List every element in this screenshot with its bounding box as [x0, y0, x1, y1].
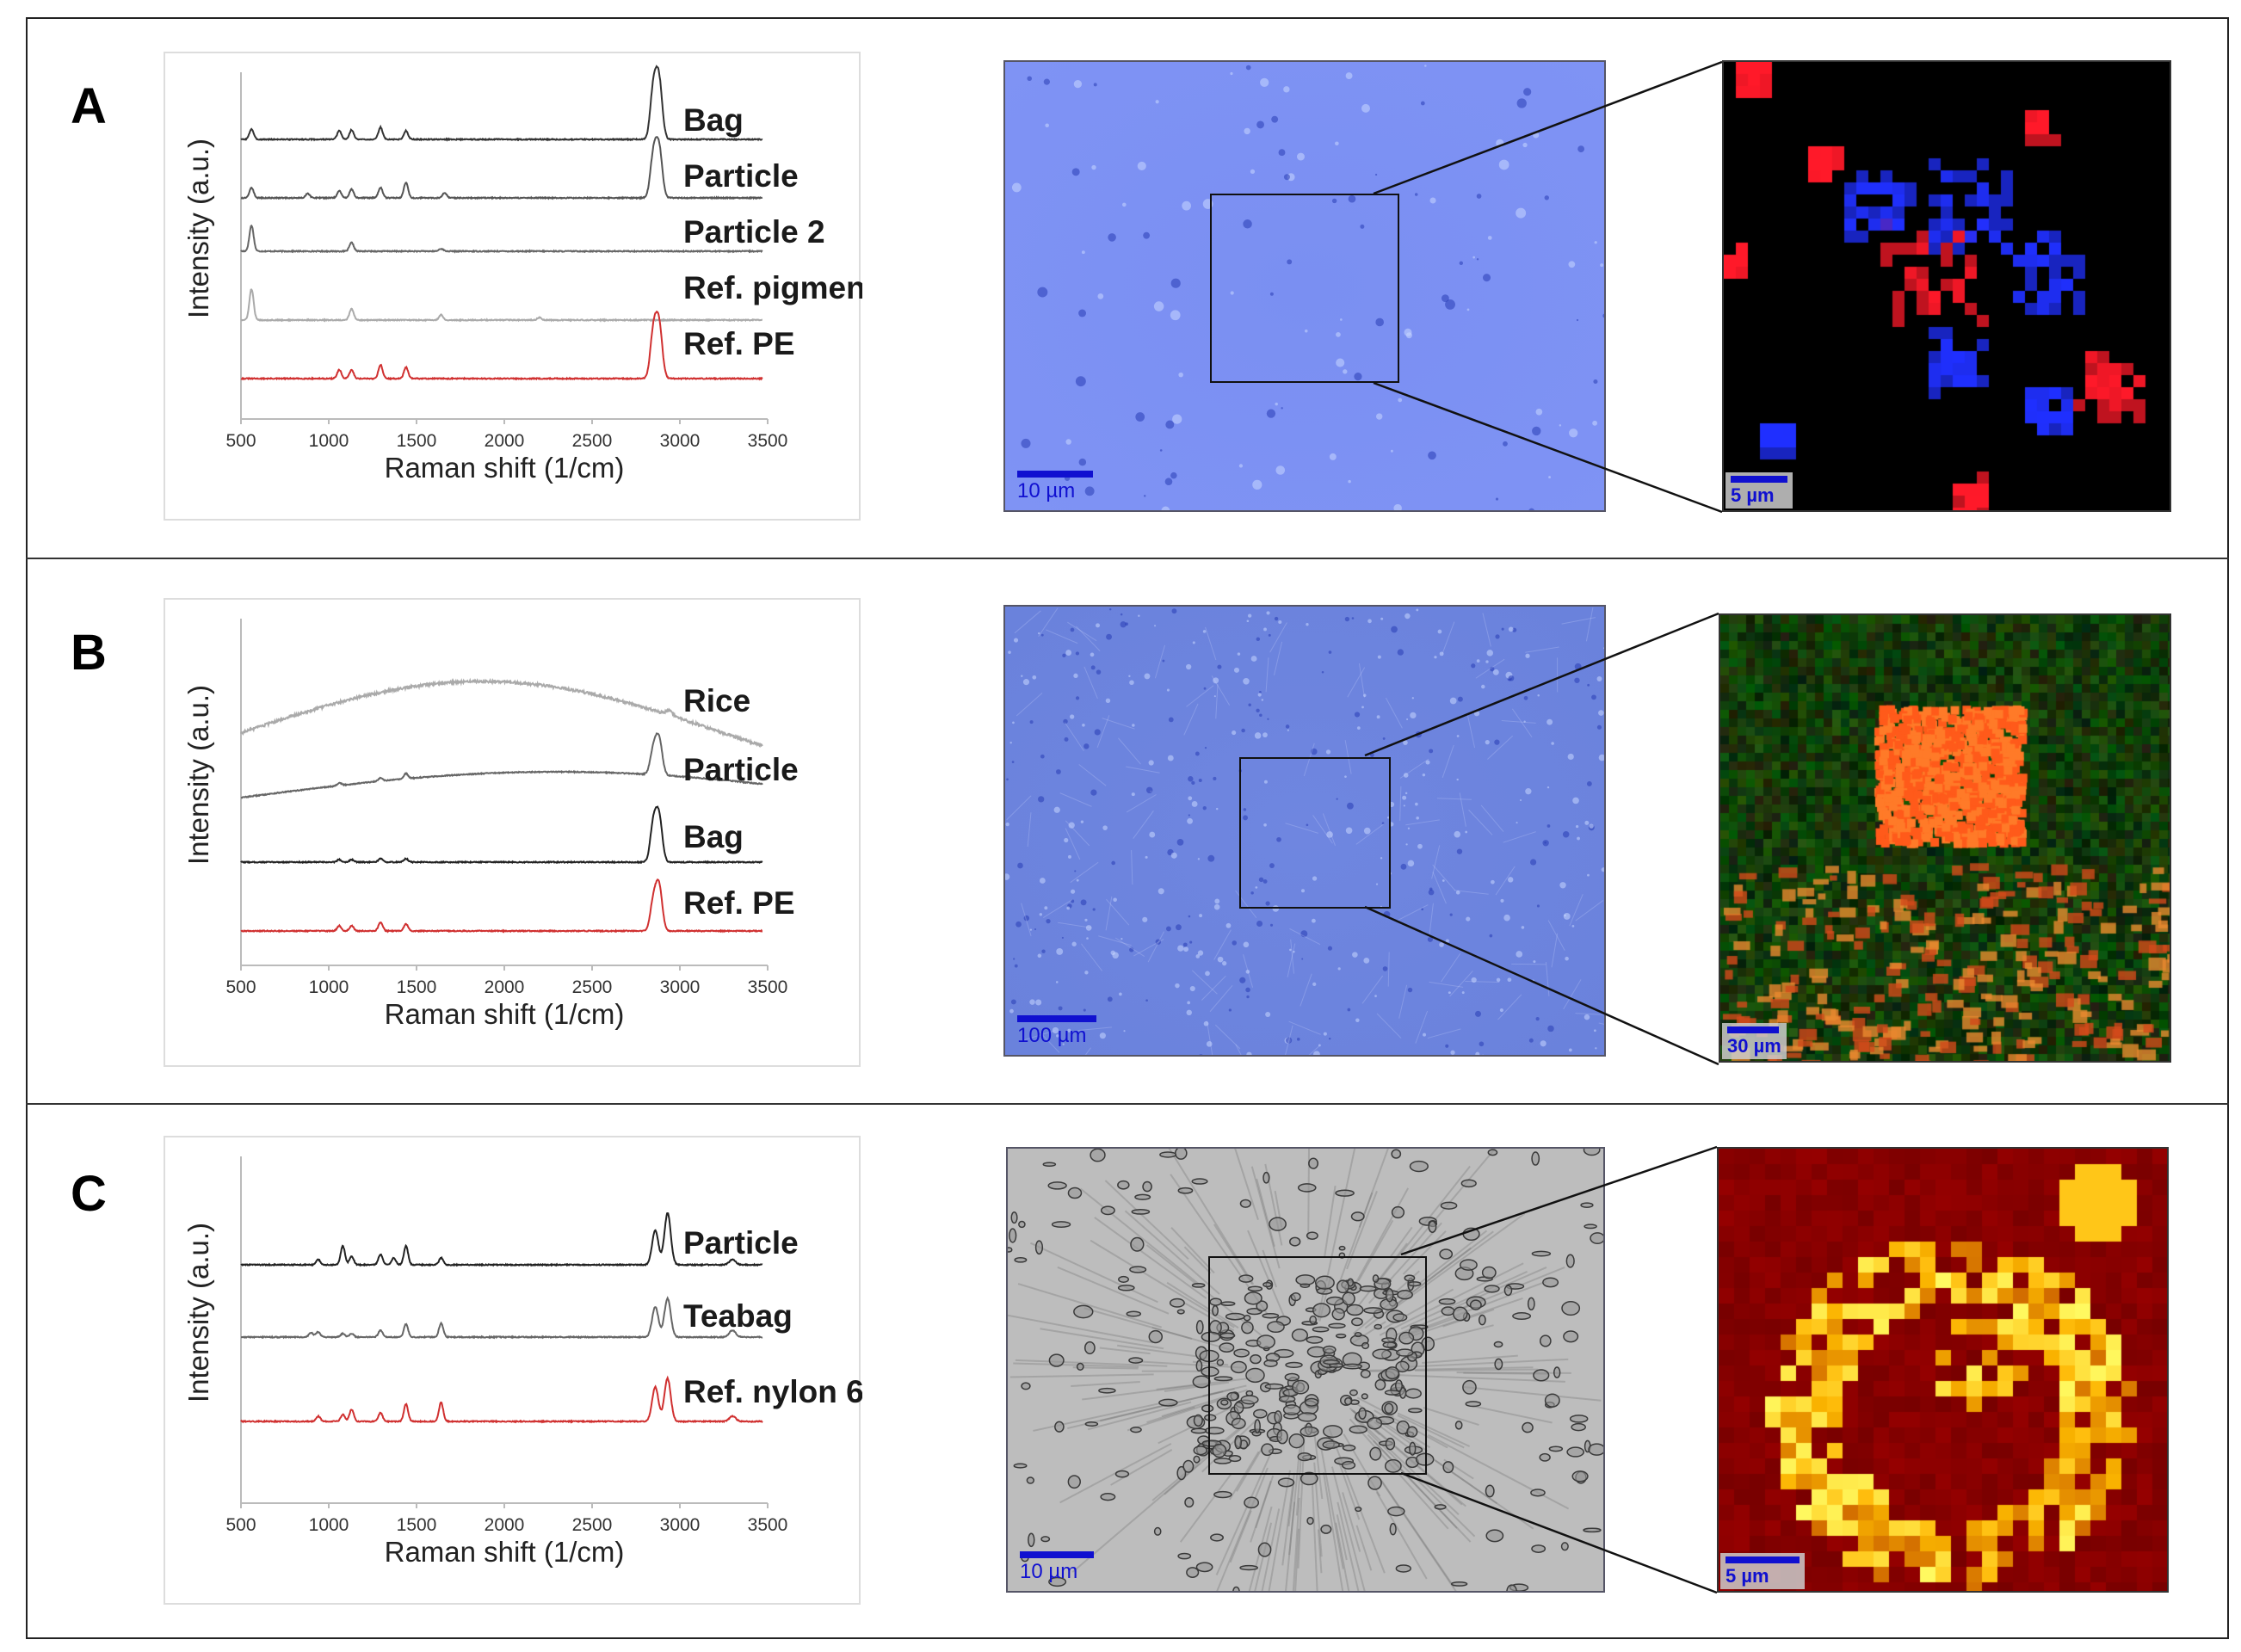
spectrum-chart: 500 1000 1500 2000 2500 3000 3500 Raman shift (… — [164, 52, 862, 521]
x-tick-label: 500 — [225, 431, 256, 451]
scale-bar-label: 100 µm — [1017, 1024, 1087, 1047]
x-tick-label: 2500 — [572, 1515, 613, 1535]
raman-map-image: 5 µm — [1717, 1147, 2169, 1593]
x-tick-label: 1500 — [397, 977, 437, 997]
spectrum-chart: 500 1000 1500 2000 2500 3000 3500 Raman shift (… — [164, 1136, 862, 1605]
microscope-image: 10 µm — [1006, 1147, 1605, 1593]
microscope-image: 10 µm — [1003, 60, 1606, 512]
microscope-image: 100 µm — [1003, 605, 1606, 1057]
spectrum-line — [240, 805, 763, 865]
scale-bar: 5 µm — [1726, 472, 1793, 509]
spectrum-svg: 500 1000 1500 2000 2500 3000 3500 Raman shift (… — [182, 1156, 862, 1568]
x-tick-label: 2500 — [572, 431, 613, 451]
spectrum-line — [240, 1375, 763, 1424]
spectrum-svg: 500 1000 1500 2000 2500 3000 3500 Raman shift (… — [182, 619, 799, 1030]
y-axis-title: Intensity (a.u.) — [182, 685, 214, 865]
raman-map-canvas — [1719, 1149, 2167, 1591]
x-tick-label: 3500 — [748, 431, 788, 451]
spectrum-line — [240, 65, 763, 142]
scale-bar-label: 30 µm — [1727, 1035, 1781, 1057]
series-label: Ref. pigment — [683, 270, 862, 305]
spectrum-line — [240, 1211, 763, 1267]
x-tick-label: 500 — [225, 977, 256, 997]
spectrum-line — [241, 1296, 763, 1340]
panel-c: C 500 1000 1500 2000 2500 3000 3500 Raman shift… — [26, 1105, 2229, 1638]
x-tick-label: 1000 — [309, 977, 349, 997]
panel-b: B 500 1000 1500 2000 2500 3000 3500 Raman shift… — [26, 559, 2229, 1103]
scale-bar: 5 µm — [1720, 1553, 1805, 1589]
series-label: Teabag — [683, 1298, 793, 1334]
raman-map-canvas — [1720, 615, 2170, 1061]
spectrum-line — [240, 135, 763, 200]
series-label: Particle 2 — [683, 214, 825, 250]
zoom-region-box — [1239, 757, 1391, 909]
y-axis-title: Intensity (a.u.) — [182, 139, 214, 318]
scale-bar-label: 10 µm — [1020, 1560, 1078, 1583]
panel-letter: A — [71, 78, 107, 134]
series-label: Rice — [683, 683, 750, 718]
x-tick-label: 1000 — [309, 1515, 349, 1535]
scale-bar: 10 µm — [1015, 1548, 1099, 1586]
scale-bar-label: 5 µm — [1726, 1565, 1769, 1587]
raman-map-image: 5 µm — [1722, 60, 2171, 512]
scale-bar-label: 10 µm — [1017, 479, 1076, 502]
panel-letter: C — [71, 1166, 107, 1222]
zoom-region-box — [1210, 194, 1399, 383]
x-tick-label: 1500 — [397, 431, 437, 451]
x-tick-label: 2500 — [572, 977, 613, 997]
spectrum-line — [240, 677, 763, 749]
x-tick-label: 1500 — [397, 1515, 437, 1535]
x-tick-label: 3500 — [748, 977, 788, 997]
scale-bar-label: 5 µm — [1731, 484, 1775, 506]
x-tick-label: 2000 — [485, 431, 525, 451]
zoom-region-box — [1208, 1256, 1427, 1475]
spectrum-svg: 500 1000 1500 2000 2500 3000 3500 Raman shift (… — [182, 65, 862, 484]
x-tick-label: 500 — [225, 1515, 256, 1535]
series-label: Ref. PE — [683, 885, 795, 921]
spectrum-chart: 500 1000 1500 2000 2500 3000 3500 Raman shift (… — [164, 598, 861, 1067]
x-tick-label: 2000 — [485, 977, 525, 997]
spectrum-line — [240, 288, 763, 323]
series-label: Ref. nylon 6 — [683, 1374, 862, 1409]
x-tick-label: 3500 — [748, 1515, 788, 1535]
spectrum-line — [240, 732, 763, 799]
x-tick-label: 3000 — [660, 977, 701, 997]
series-label: Ref. PE — [683, 326, 795, 361]
x-axis-title: Raman shift (1/cm) — [385, 452, 625, 484]
spectrum-line — [240, 224, 763, 254]
x-tick-label: 2000 — [485, 1515, 525, 1535]
series-label: Particle — [683, 158, 799, 194]
x-axis-title: Raman shift (1/cm) — [385, 998, 625, 1030]
scale-bar: 10 µm — [1012, 467, 1098, 505]
spectrum-line — [240, 311, 763, 381]
spectrum-line — [240, 878, 763, 934]
scale-bar: 30 µm — [1722, 1023, 1787, 1059]
scale-bar: 100 µm — [1012, 1012, 1102, 1050]
x-tick-label: 3000 — [660, 1515, 701, 1535]
raman-map-canvas — [1724, 62, 2170, 510]
raman-map-image: 30 µm — [1719, 613, 2171, 1063]
y-axis-title: Intensity (a.u.) — [182, 1223, 214, 1402]
panel-divider — [26, 1103, 2229, 1105]
panel-a: A 500 1000 1500 2000 2500 3000 3500 Raman shift… — [26, 17, 2229, 558]
x-tick-label: 3000 — [660, 431, 701, 451]
series-label: Bag — [683, 102, 744, 138]
x-axis-title: Raman shift (1/cm) — [385, 1536, 625, 1568]
series-label: Particle — [683, 752, 799, 787]
figure-frame — [26, 17, 2229, 1639]
panel-letter: B — [71, 625, 107, 681]
series-label: Bag — [683, 819, 744, 854]
panel-divider — [26, 558, 2229, 559]
series-label: Particle — [683, 1225, 799, 1261]
x-tick-label: 1000 — [309, 431, 349, 451]
